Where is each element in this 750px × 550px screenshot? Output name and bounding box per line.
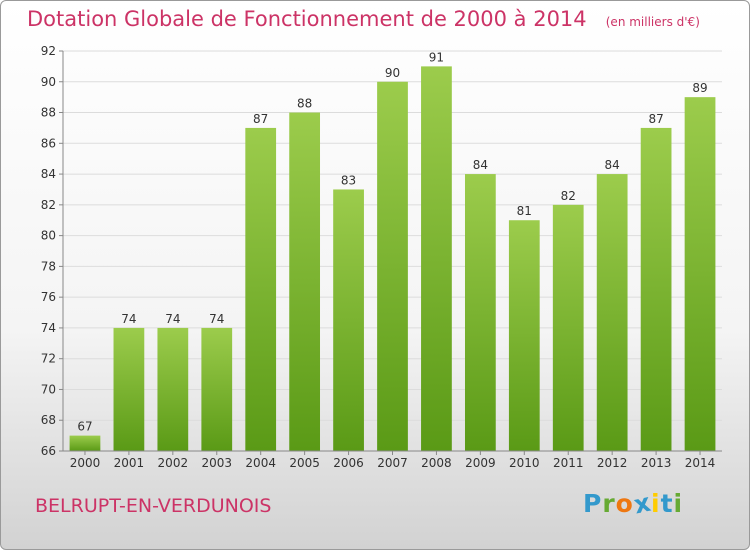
bar bbox=[684, 97, 716, 452]
x-tick-label: 2009 bbox=[465, 456, 496, 470]
bar bbox=[552, 204, 584, 451]
y-tick-label: 84 bbox=[41, 167, 56, 181]
y-tick-label: 68 bbox=[41, 413, 56, 427]
commune-name: BELRUPT-EN-VERDUNOIS bbox=[35, 495, 272, 517]
bar-value-label: 74 bbox=[121, 312, 136, 326]
x-tick-label: 2008 bbox=[421, 456, 452, 470]
x-tick-label: 2002 bbox=[158, 456, 189, 470]
bar-value-label: 91 bbox=[429, 50, 444, 64]
y-tick-label: 66 bbox=[41, 444, 56, 458]
bar-value-label: 74 bbox=[209, 312, 224, 326]
x-tick-label: 2014 bbox=[685, 456, 716, 470]
bar-value-label: 89 bbox=[692, 81, 707, 95]
proxiti-logo: Proxiti bbox=[583, 487, 684, 520]
bar-value-label: 84 bbox=[473, 158, 488, 172]
x-tick-label: 2003 bbox=[201, 456, 232, 470]
x-tick-label: 2011 bbox=[553, 456, 584, 470]
bar bbox=[640, 127, 672, 451]
bar bbox=[201, 327, 233, 451]
x-tick-label: 2001 bbox=[114, 456, 145, 470]
bar bbox=[113, 327, 145, 451]
bar bbox=[421, 66, 452, 451]
bar-value-label: 74 bbox=[165, 312, 180, 326]
chart-title-block: Dotation Globale de Fonctionnement de 20… bbox=[27, 7, 700, 31]
bar bbox=[69, 435, 101, 451]
bar bbox=[508, 220, 540, 451]
x-tick-label: 2000 bbox=[70, 456, 101, 470]
y-tick-label: 90 bbox=[41, 75, 56, 89]
bar bbox=[157, 327, 189, 451]
bar-value-label: 84 bbox=[605, 158, 620, 172]
bar-value-label: 83 bbox=[341, 173, 356, 187]
y-tick-label: 78 bbox=[41, 259, 56, 273]
bar-value-label: 87 bbox=[253, 112, 268, 126]
y-tick-label: 72 bbox=[41, 352, 56, 366]
x-tick-label: 2006 bbox=[333, 456, 364, 470]
x-tick-label: 2013 bbox=[641, 456, 672, 470]
y-tick-label: 82 bbox=[41, 198, 56, 212]
bar bbox=[333, 189, 364, 451]
bar bbox=[245, 127, 277, 451]
x-tick-label: 2010 bbox=[509, 456, 540, 470]
x-tick-label: 2007 bbox=[377, 456, 408, 470]
bar-value-label: 82 bbox=[561, 189, 576, 203]
y-tick-label: 92 bbox=[41, 44, 56, 58]
y-tick-label: 76 bbox=[41, 290, 56, 304]
chart-title: Dotation Globale de Fonctionnement de 20… bbox=[27, 7, 587, 31]
y-tick-label: 88 bbox=[41, 106, 56, 120]
x-tick-label: 2012 bbox=[597, 456, 628, 470]
x-tick-label: 2004 bbox=[245, 456, 276, 470]
bar bbox=[596, 174, 628, 452]
x-tick-label: 2005 bbox=[289, 456, 320, 470]
y-tick-label: 86 bbox=[41, 136, 56, 150]
bar-value-label: 87 bbox=[648, 112, 663, 126]
bars: 67 74 74 74 87 88 83 90 91 84 81 82 84 87 89 bbox=[69, 50, 716, 452]
bar-value-label: 81 bbox=[517, 204, 532, 218]
bar bbox=[377, 81, 408, 452]
bar-value-label: 88 bbox=[297, 97, 312, 111]
y-tick-label: 70 bbox=[41, 382, 56, 396]
chart-subtitle: (en milliers d'€) bbox=[605, 15, 700, 29]
y-tick-label: 74 bbox=[41, 321, 56, 335]
bar bbox=[464, 174, 496, 452]
bar bbox=[289, 112, 321, 452]
bar-value-label: 67 bbox=[77, 420, 92, 434]
bar-value-label: 90 bbox=[385, 66, 400, 80]
axes: 66 68 70 72 74 76 78 80 82 84 86 88 90 92 2000 2001 2002… bbox=[41, 44, 722, 470]
y-tick-label: 80 bbox=[41, 229, 56, 243]
